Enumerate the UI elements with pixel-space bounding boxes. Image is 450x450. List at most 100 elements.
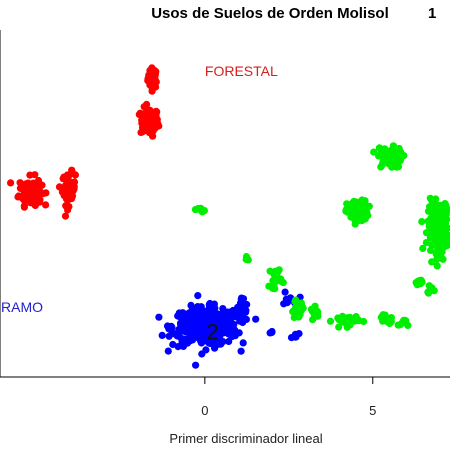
data-point — [167, 326, 175, 334]
data-point — [430, 218, 438, 226]
data-point — [219, 305, 227, 313]
data-point — [311, 311, 319, 319]
data-point — [194, 303, 202, 311]
chart-title: Usos de Suelos de Orden Molisol — [151, 5, 389, 22]
data-point — [16, 179, 24, 187]
data-point — [437, 228, 445, 236]
annotation-1: 1 — [428, 5, 436, 22]
data-point — [419, 244, 427, 252]
data-point — [194, 292, 202, 300]
data-point — [237, 347, 245, 355]
data-point — [62, 188, 70, 197]
data-point — [42, 189, 50, 197]
data-point — [343, 200, 351, 208]
annotation-2: 2 — [207, 319, 219, 344]
data-point — [65, 195, 73, 203]
data-point — [158, 331, 166, 339]
data-point — [239, 295, 248, 303]
data-point — [198, 335, 206, 343]
data-point — [181, 338, 189, 346]
data-point — [36, 180, 44, 188]
data-point — [428, 258, 436, 266]
data-point — [426, 223, 434, 231]
data-point — [186, 314, 194, 322]
data-point — [428, 232, 436, 240]
data-point — [175, 313, 183, 321]
data-point — [20, 203, 28, 211]
data-point — [152, 78, 160, 86]
data-point — [26, 171, 34, 179]
data-point — [433, 262, 441, 270]
data-point — [430, 204, 438, 212]
data-point — [414, 277, 422, 285]
data-point — [231, 313, 239, 321]
data-point — [25, 192, 33, 200]
data-point — [281, 288, 289, 296]
data-point — [61, 212, 70, 220]
data-point — [433, 243, 441, 251]
data-point — [326, 317, 335, 325]
x-axis-label: Primer discriminador lineal — [169, 431, 322, 446]
data-point — [236, 302, 244, 310]
data-point — [384, 156, 392, 164]
x-tick-label: 0 — [201, 403, 208, 418]
data-point — [68, 167, 76, 175]
data-point — [146, 66, 154, 75]
data-point — [398, 319, 406, 327]
data-point — [155, 313, 163, 321]
data-point — [7, 179, 15, 187]
data-point — [197, 206, 205, 214]
data-point — [36, 190, 45, 198]
data-point — [418, 218, 426, 226]
data-point — [252, 315, 260, 323]
data-point — [335, 323, 343, 331]
data-point — [236, 317, 244, 325]
data-point — [212, 340, 220, 348]
data-point — [430, 209, 439, 218]
data-point — [31, 193, 39, 201]
data-point — [62, 202, 70, 210]
data-point — [164, 347, 172, 355]
data-point — [206, 315, 214, 323]
x-tick-label: 5 — [369, 403, 376, 418]
data-point — [268, 327, 276, 336]
data-point — [375, 144, 383, 152]
data-point — [208, 330, 216, 338]
data-point — [138, 128, 147, 136]
data-point — [441, 218, 449, 226]
data-point — [42, 201, 50, 209]
data-point — [192, 361, 200, 369]
plot-points — [7, 64, 450, 369]
data-point — [135, 110, 143, 119]
data-point — [229, 306, 237, 315]
data-point — [397, 148, 405, 156]
data-point — [425, 288, 433, 296]
data-point — [242, 255, 250, 263]
data-point — [435, 237, 444, 245]
data-point — [428, 196, 436, 204]
data-point — [184, 326, 192, 334]
data-point — [334, 314, 342, 322]
data-point — [15, 192, 23, 200]
data-point — [357, 212, 365, 220]
data-point — [295, 330, 303, 338]
data-point — [354, 316, 362, 324]
data-point — [427, 246, 435, 254]
data-point — [22, 182, 30, 190]
data-point — [378, 161, 386, 169]
annotation-forestal: FORESTAL — [205, 63, 278, 79]
data-point — [187, 301, 195, 309]
data-point — [271, 267, 279, 275]
data-point — [404, 321, 412, 329]
data-point — [239, 339, 247, 347]
data-point — [149, 111, 157, 119]
data-point — [147, 126, 155, 134]
data-point — [225, 315, 233, 323]
data-point — [173, 332, 181, 340]
data-point — [35, 198, 44, 206]
data-point — [350, 197, 358, 205]
data-point — [140, 103, 148, 111]
